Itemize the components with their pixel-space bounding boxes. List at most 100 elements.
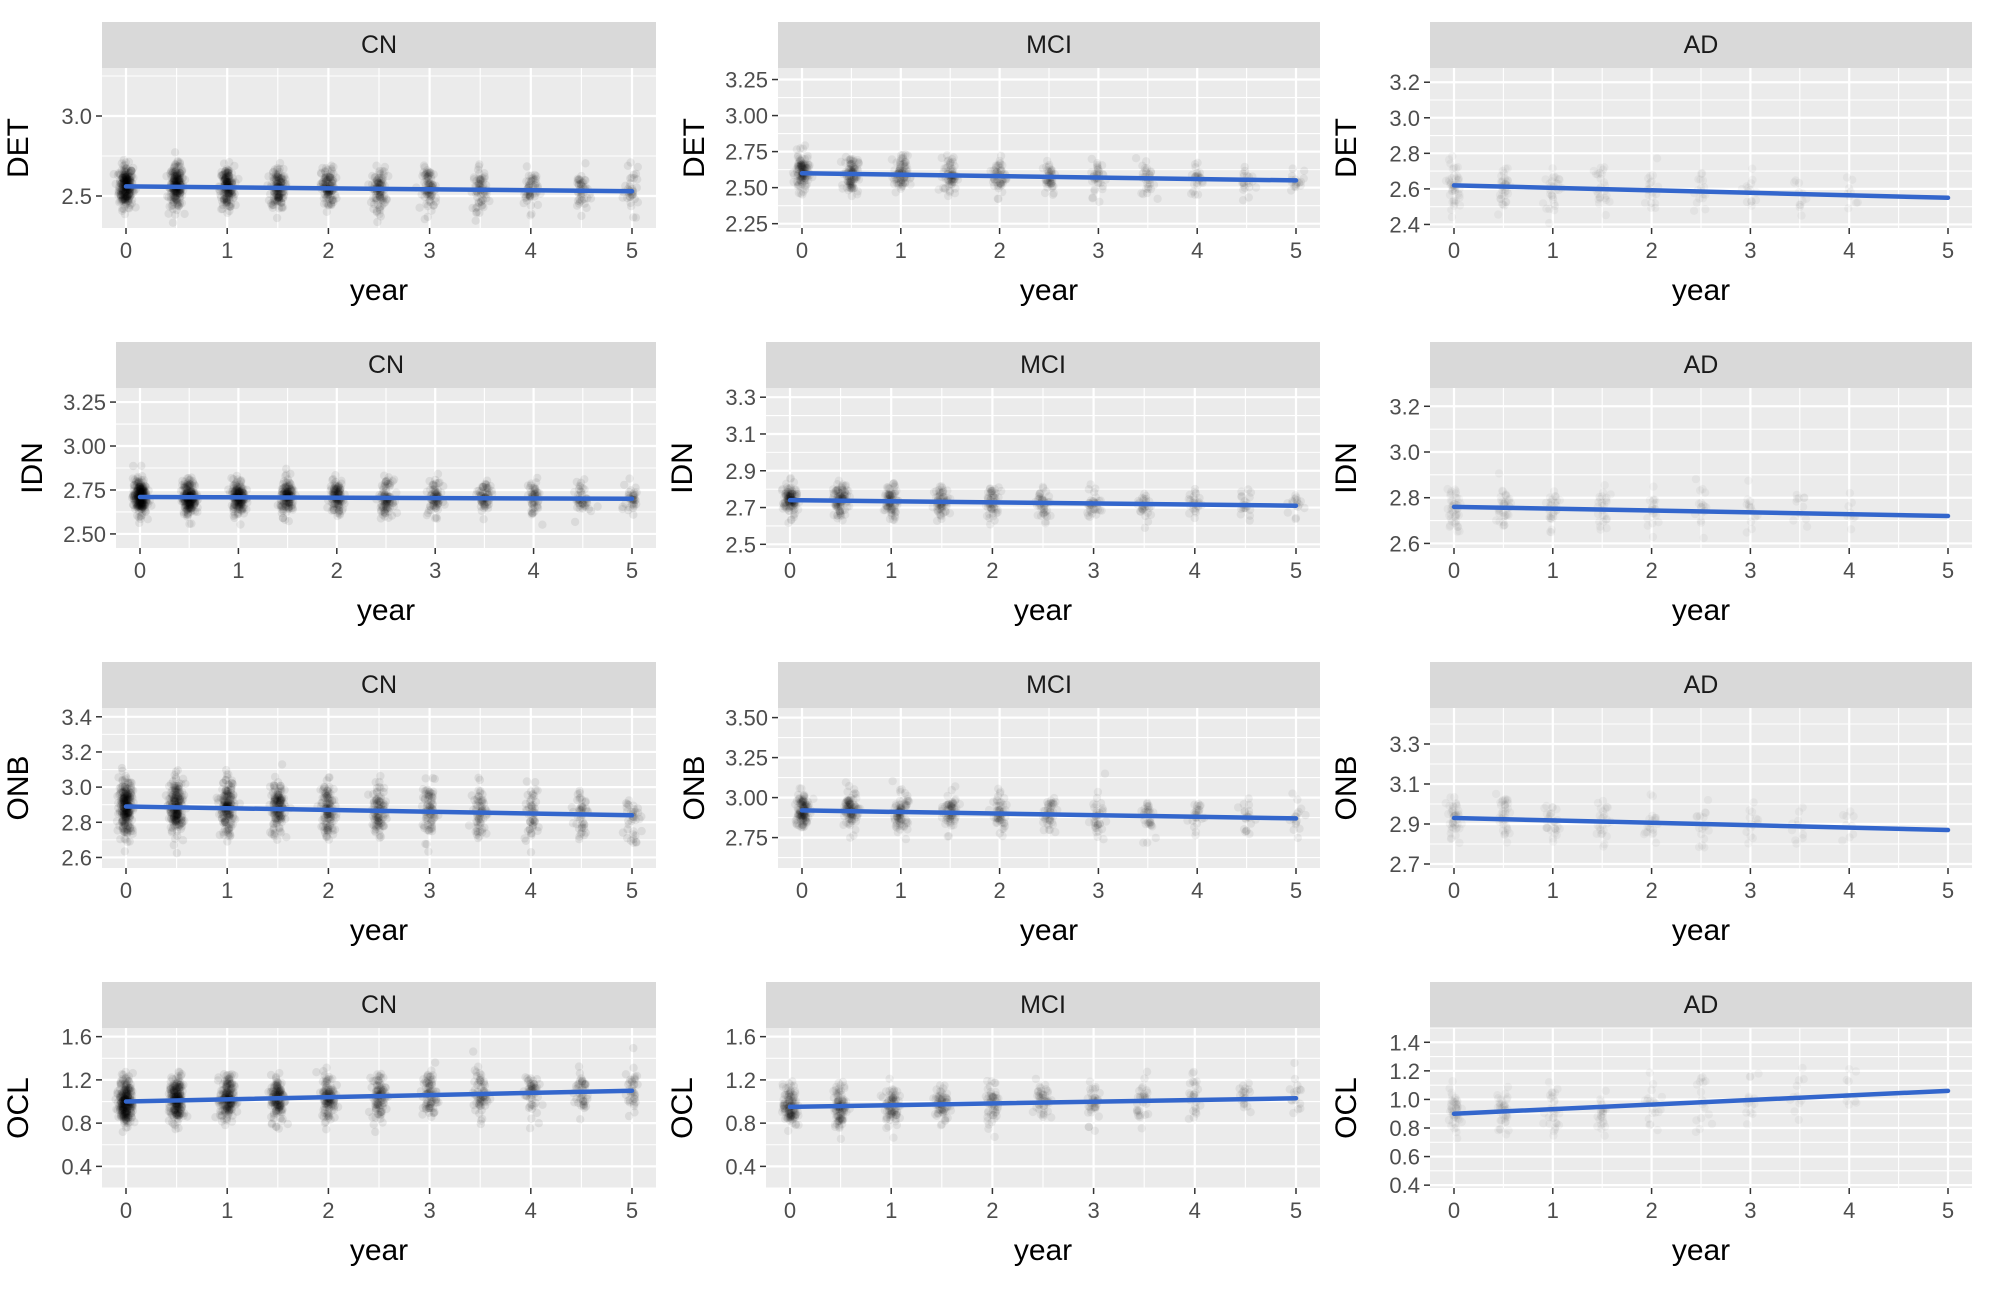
y-tick-label: 2.50 [725, 176, 768, 201]
y-axis-title: IDN [1330, 442, 1363, 494]
data-point [1291, 491, 1299, 499]
x-tick-label: 1 [221, 238, 233, 263]
y-tick-label: 2.8 [1389, 141, 1420, 166]
data-point [138, 472, 146, 480]
y-tick-label: 3.0 [61, 104, 92, 129]
data-point [1854, 198, 1862, 206]
data-point [1546, 514, 1554, 522]
data-point [127, 778, 135, 786]
data-point [169, 198, 177, 206]
data-point [575, 195, 583, 203]
x-tick-label: 0 [1448, 238, 1460, 263]
data-point [273, 214, 281, 222]
data-point [323, 503, 331, 511]
data-point [1036, 490, 1044, 498]
x-tick-label: 1 [885, 558, 897, 583]
data-point [801, 185, 809, 193]
data-point [432, 194, 440, 202]
y-tick-label: 3.25 [63, 390, 106, 415]
data-point [624, 162, 632, 170]
data-point [164, 210, 172, 218]
data-point [177, 487, 185, 495]
data-point [120, 811, 128, 819]
data-point [932, 487, 940, 495]
data-point [1748, 165, 1756, 173]
data-point [1649, 482, 1657, 490]
data-point [193, 503, 201, 511]
data-point [538, 521, 546, 529]
data-point [393, 509, 401, 517]
x-tick-label: 1 [895, 238, 907, 263]
data-point [1452, 510, 1460, 518]
y-tick-label: 3.1 [725, 422, 756, 447]
data-point [846, 160, 854, 168]
data-point [1797, 211, 1805, 219]
data-point [222, 199, 230, 207]
data-point [1496, 191, 1504, 199]
data-point [169, 219, 177, 227]
data-point [1245, 193, 1253, 201]
data-point [884, 483, 892, 491]
data-point [1692, 475, 1700, 483]
data-point [432, 513, 440, 521]
x-tick-label: 5 [1290, 238, 1302, 263]
data-point [242, 505, 250, 513]
x-tick-label: 5 [1942, 558, 1954, 583]
data-point [1843, 173, 1851, 181]
x-tick-label: 4 [527, 558, 539, 583]
y-tick-label: 2.75 [725, 140, 768, 165]
x-tick-label: 0 [796, 238, 808, 263]
data-point [526, 211, 534, 219]
data-point [1448, 213, 1456, 221]
data-point [437, 489, 445, 497]
x-tick-label: 3 [423, 238, 435, 263]
data-point [1244, 485, 1252, 493]
data-point [170, 841, 178, 849]
data-point [379, 483, 387, 491]
data-point [1545, 219, 1553, 227]
data-point [782, 488, 790, 496]
x-tick-label: 2 [331, 558, 343, 583]
data-point [845, 502, 853, 510]
data-point [1697, 519, 1705, 527]
data-point [525, 177, 533, 185]
data-point [1847, 525, 1855, 533]
data-point [1802, 515, 1810, 523]
data-point [178, 191, 186, 199]
x-tick-label: 0 [1448, 558, 1460, 583]
data-point [118, 764, 126, 772]
data-point [225, 189, 233, 197]
data-point [888, 155, 896, 163]
data-point [1191, 190, 1199, 198]
data-point [121, 847, 129, 855]
data-point [1189, 493, 1197, 501]
data-point [1696, 176, 1704, 184]
y-tick-label: 2.5 [725, 532, 756, 557]
data-point [1789, 516, 1797, 524]
data-point [479, 483, 487, 491]
data-point [632, 213, 640, 221]
y-tick-label: 3.3 [725, 385, 756, 410]
strip-label: AD [1684, 31, 1719, 59]
data-point [179, 775, 187, 783]
data-point [186, 480, 194, 488]
x-tick-label: 2 [993, 238, 1005, 263]
data-point [1452, 520, 1460, 528]
strip-label: CN [368, 351, 404, 379]
data-point [423, 511, 431, 519]
x-tick-label: 2 [1645, 238, 1657, 263]
data-point [1451, 188, 1459, 196]
data-point [626, 179, 634, 187]
data-point [1083, 509, 1091, 517]
y-tick-label: 3.0 [1389, 106, 1420, 131]
y-axis-title: DET [1330, 118, 1363, 178]
data-point [281, 472, 289, 480]
data-point [129, 474, 137, 482]
x-tick-label: 3 [1744, 238, 1756, 263]
data-point [187, 519, 195, 527]
x-tick-label: 3 [429, 558, 441, 583]
data-point [950, 178, 958, 186]
